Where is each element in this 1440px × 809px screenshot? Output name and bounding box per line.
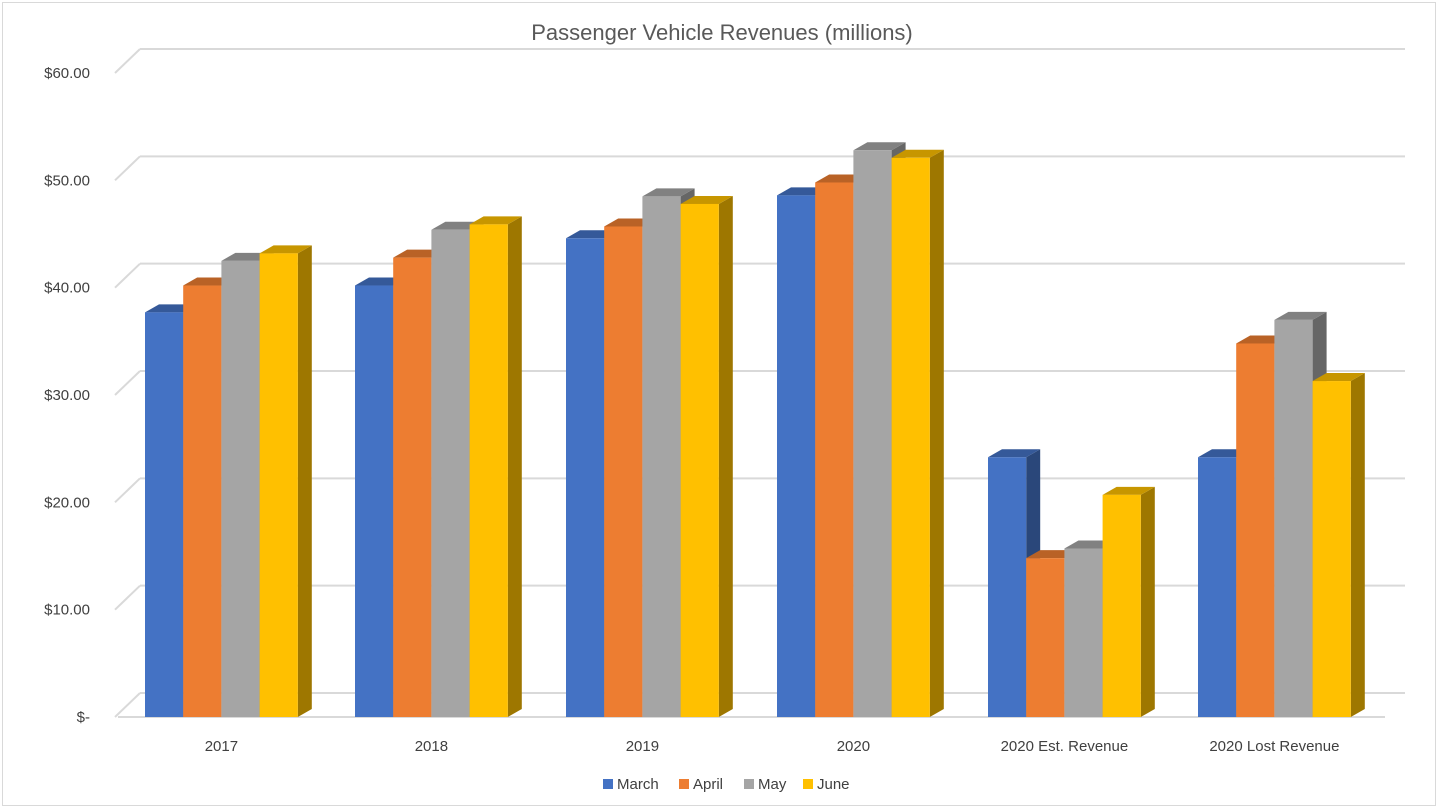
legend-swatch	[679, 779, 689, 789]
bar-front	[1102, 494, 1141, 717]
legend: March April May June	[603, 776, 850, 793]
legend-label: June	[817, 776, 850, 793]
bar-front	[604, 226, 643, 717]
bar-top	[1312, 373, 1365, 382]
y-tick-label: $20.00	[44, 494, 90, 511]
grid-line-side	[114, 155, 141, 182]
legend-item: April	[679, 776, 723, 793]
bar-front	[431, 229, 470, 717]
bar-side	[929, 149, 944, 717]
bar-side	[297, 245, 312, 717]
bar-side	[1350, 373, 1365, 717]
bar	[680, 195, 733, 718]
grid-line-side	[114, 477, 141, 504]
legend-swatch	[744, 779, 754, 789]
bar-top	[469, 216, 522, 225]
bar	[1102, 486, 1155, 717]
bar-front	[1312, 381, 1351, 717]
y-tick-label: $10.00	[44, 602, 90, 619]
bar-side	[1140, 486, 1155, 717]
bar-front	[988, 457, 1027, 717]
x-axis: 2017 2018 2019 2020 2020 Est. Revenue 2020 Lo…	[205, 738, 1340, 755]
x-tick-label: 2020 Est. Revenue	[1001, 738, 1129, 755]
bar-front	[891, 157, 930, 717]
bar	[891, 149, 944, 717]
bar-front	[777, 195, 816, 718]
bar-top	[891, 149, 944, 158]
x-tick-label: 2017	[205, 738, 238, 755]
bar-front	[355, 285, 394, 717]
bar-top	[680, 195, 733, 204]
y-tick-label: $50.00	[44, 172, 90, 189]
y-tick-label: $-	[77, 709, 90, 726]
x-tick-label: 2020 Lost Revenue	[1209, 738, 1339, 755]
bar-top	[853, 142, 906, 151]
grid-line-side	[114, 370, 141, 396]
bar	[1312, 373, 1365, 717]
grid-line-side	[114, 48, 141, 74]
bar-top	[1102, 486, 1155, 495]
bar-front	[642, 196, 681, 717]
bar-top	[988, 449, 1041, 458]
bar-top	[259, 245, 312, 254]
bar-front	[469, 224, 508, 717]
bar	[259, 245, 312, 717]
y-tick-label: $30.00	[44, 387, 90, 404]
grid-line-side	[114, 692, 141, 718]
y-tick-label: $60.00	[44, 65, 90, 82]
bar-front	[680, 203, 719, 718]
x-tick-label: 2020	[837, 738, 870, 755]
x-tick-label: 2018	[415, 738, 448, 755]
bar-front	[815, 182, 854, 718]
grid-line-side	[114, 262, 141, 289]
grid-line-side	[114, 584, 141, 611]
bar	[469, 216, 522, 717]
bar-front	[853, 150, 892, 717]
y-axis: $- $10.00 $20.00 $30.00 $40.00 $50.00 $60.00	[44, 65, 90, 726]
x-tick-label: 2019	[626, 738, 659, 755]
bar-front	[259, 253, 298, 717]
legend-item: June	[803, 776, 850, 793]
bar-top	[642, 188, 695, 197]
legend-label: April	[693, 776, 723, 793]
legend-swatch	[603, 779, 613, 789]
bar-front	[1236, 343, 1275, 717]
bar-front	[566, 238, 605, 717]
bars	[145, 142, 1365, 718]
bar-top	[1274, 311, 1327, 320]
bar-front	[393, 257, 432, 717]
bar-front	[183, 285, 222, 717]
chart-title: Passenger Vehicle Revenues (millions)	[531, 20, 913, 45]
legend-item: May	[744, 776, 787, 793]
bar-front	[1198, 457, 1237, 717]
y-tick-label: $40.00	[44, 280, 90, 297]
bar-front	[1064, 548, 1103, 717]
legend-label: March	[617, 776, 659, 793]
bar-front	[1026, 558, 1065, 717]
legend-item: March	[603, 776, 659, 793]
bar-side	[507, 216, 522, 717]
bar-front	[145, 312, 184, 717]
bar-front	[221, 260, 260, 717]
bar-front	[1274, 319, 1313, 717]
grid-lines	[114, 48, 1405, 718]
legend-label: May	[758, 776, 787, 793]
bar-side	[718, 195, 733, 718]
legend-swatch	[803, 779, 813, 789]
